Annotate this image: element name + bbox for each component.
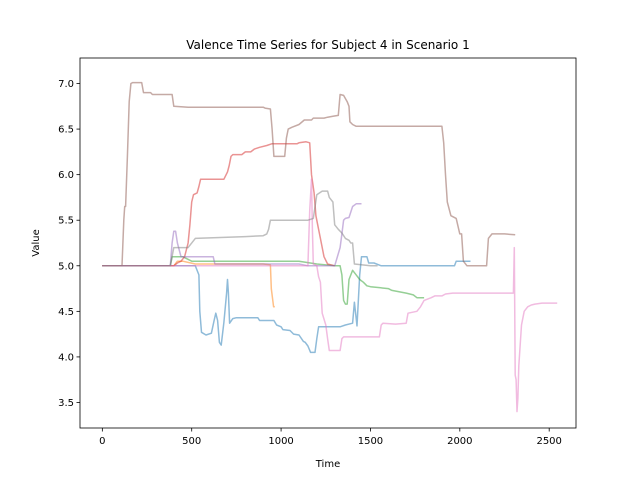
y-tick-label: 5.5	[58, 216, 74, 227]
x-tick-label: 0	[99, 436, 105, 447]
series-group	[102, 81, 558, 413]
plot-frame	[79, 57, 577, 429]
chart-title: Valence Time Series for Subject 4 in Sce…	[186, 38, 469, 52]
series-line-4	[102, 141, 335, 267]
series-line-7	[102, 178, 558, 413]
x-axis-label: Time	[315, 459, 340, 470]
x-tick-label: 2500	[536, 436, 561, 447]
series-line-6	[102, 81, 516, 267]
series-line-1	[102, 255, 471, 354]
y-tick-label: 4.5	[58, 307, 74, 318]
series-line-3	[102, 255, 425, 305]
y-tick-label: 7.0	[58, 79, 74, 90]
x-tick-label: 2000	[447, 436, 472, 447]
x-tick-label: 1000	[268, 436, 293, 447]
plot-area	[80, 58, 576, 428]
y-axis-label: Value	[31, 229, 42, 256]
y-tick-label: 4.0	[58, 352, 74, 363]
y-tick-label: 5.0	[58, 261, 74, 272]
x-axis-ticks: 0 500 1000 1500 2000 2500	[99, 428, 562, 447]
y-tick-label: 6.0	[58, 170, 74, 181]
y-tick-label: 6.5	[58, 125, 74, 136]
y-tick-label: 3.5	[58, 398, 74, 409]
series-line-8	[102, 190, 378, 267]
series-line-5	[102, 203, 362, 267]
x-tick-label: 1500	[358, 436, 383, 447]
y-axis-ticks: 3.5 4.0 4.5 5.0 5.5 6.0 6.5 7.0	[58, 79, 80, 409]
x-tick-label: 500	[182, 436, 201, 447]
